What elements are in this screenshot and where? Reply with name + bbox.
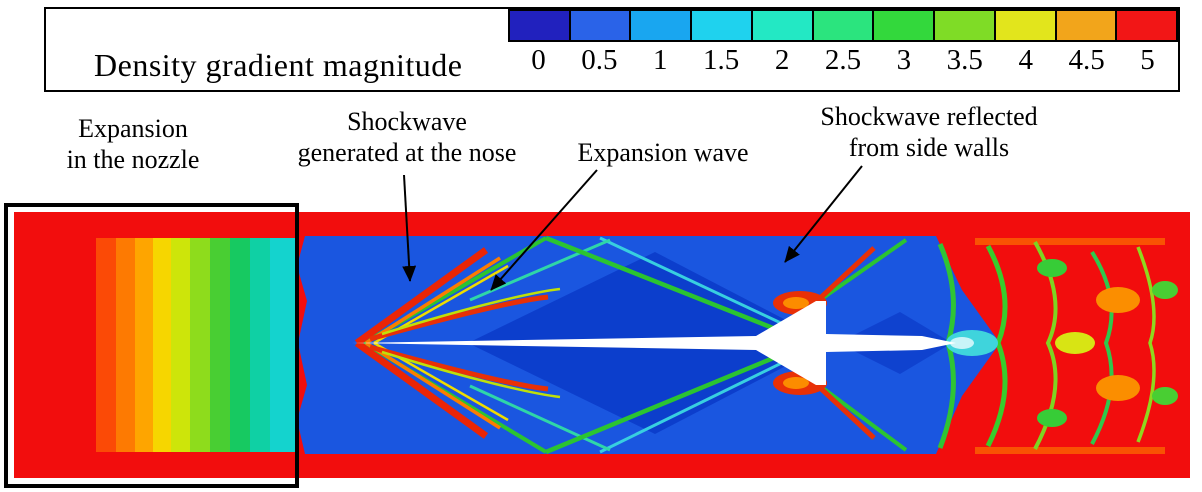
colorbar-tick-labels: 0 0.5 1 1.5 2 2.5 3 3.5 4 4.5 5 (508, 44, 1178, 77)
colorbar: 0 0.5 1 1.5 2 2.5 3 3.5 4 4.5 5 (508, 9, 1178, 77)
colorbar-cell (690, 11, 751, 40)
turbulent-wake-structures (937, 238, 1178, 454)
colorbar-cell (629, 11, 691, 40)
projectile-silhouette (352, 301, 956, 385)
colorbar-tick-label: 4.5 (1068, 44, 1105, 76)
reflected-shock-arrow (784, 165, 863, 263)
fin-shock-core (783, 377, 809, 389)
colorbar-tick-label: 2.5 (824, 44, 862, 76)
colorbar-tick-label: 1 (653, 44, 668, 76)
annotation-nose-shockwave: Shockwave generated at the nose (298, 106, 517, 168)
fin-shock-line (818, 384, 908, 452)
turbulence-orange-blob (1096, 287, 1140, 313)
annotation-line: Expansion (78, 114, 188, 143)
colorbar-tick-label: 0.5 (581, 44, 618, 76)
wall-streak (975, 238, 1165, 245)
colorbar-legend: Density gradient magnitude 0 0.5 1 1.5 2 2.5 3… (44, 7, 1180, 92)
nozzle-expansion-bands (96, 238, 298, 452)
nozzle-contour-band (96, 238, 116, 452)
colorbar-cell (1054, 11, 1116, 40)
turbulence-yellow-blob (1055, 332, 1095, 354)
nose-shock-orange (365, 256, 501, 345)
colorbar-cell (510, 11, 569, 40)
colorbar-cell (568, 11, 630, 40)
nose-shock-arrow (402, 174, 417, 282)
annotation-expansion-wave: Expansion wave (577, 137, 748, 168)
turbulence-green-blob (1037, 409, 1067, 427)
nozzle-contour-band (153, 238, 171, 452)
nozzle-contour-band (270, 238, 298, 452)
annotation-arrows (402, 165, 863, 291)
colorbar-tick-label: 0 (531, 44, 546, 76)
annotation-line: Expansion wave (577, 138, 749, 167)
fin-shock-structure (773, 246, 876, 440)
colorbar-tick-label: 1.5 (703, 44, 740, 76)
nozzle-contour-band (116, 238, 135, 452)
fin-shock-core (783, 297, 809, 309)
cyan-wave-line (599, 352, 801, 454)
colorbar-label: Density gradient magnitude (94, 47, 463, 83)
fin-shock-line-red (814, 382, 876, 440)
body-shock-fringe (381, 350, 561, 399)
nozzle-contour-band (135, 238, 153, 452)
nozzle-contour-band (210, 238, 230, 452)
nose-shock-structure (354, 247, 561, 439)
turbulence-green-wave (1090, 250, 1114, 445)
nose-shock-red (354, 340, 489, 439)
turbulence-green-blob (1037, 259, 1067, 277)
colorbar-cell (811, 11, 873, 40)
annotation-line: from side walls (848, 133, 1010, 163)
annotation-line: generated at the nose (297, 138, 517, 168)
annotation-line: Shockwave (347, 107, 467, 136)
turbulence-green-blob (1152, 281, 1178, 299)
colorbar-cell (750, 11, 812, 40)
wall-reflected-shock-line (545, 349, 789, 455)
colorbar-tick-label: 3 (896, 44, 912, 76)
turbulence-green-wave (1136, 246, 1156, 443)
turbulence-green-blob (1152, 387, 1178, 405)
body-shock-layer (369, 294, 549, 342)
colorbar-tick-label: 5 (1140, 44, 1155, 76)
annotation-line: in the nozzle (66, 145, 200, 175)
expansion-wave-arrow (490, 169, 598, 291)
annotation-line: Shockwave reflected (820, 102, 1038, 131)
turbulence-orange-blob (1096, 375, 1140, 401)
nozzle-contour-band (190, 238, 210, 452)
annotation-nozzle-expansion: Expansion in the nozzle (67, 113, 200, 175)
colorbar-tick-label: 4 (1018, 44, 1033, 76)
fin-shock-line (818, 238, 908, 302)
fin-shock-line-red (814, 246, 876, 304)
nose-shock-orange (365, 341, 501, 430)
body-shock-fringe (381, 287, 561, 336)
wall-reflected-shock-line (545, 235, 789, 337)
colorbar-cells (508, 9, 1178, 42)
nozzle-highlight-box (4, 203, 299, 488)
nozzle-contour-band (171, 238, 190, 452)
colorbar-cell (872, 11, 934, 40)
nozzle-contour-band (230, 238, 250, 452)
expansion-fan-line (469, 384, 611, 452)
body-shock-layer (369, 344, 549, 392)
annotation-reflected-shockwave: Shockwave reflected from side walls (820, 101, 1037, 163)
nozzle-contour-band (250, 238, 270, 452)
cyan-wave-line (599, 236, 801, 334)
wake-light-core (950, 337, 974, 349)
wall-streak (975, 447, 1165, 454)
colorbar-cell (993, 11, 1055, 40)
colorbar-cell (933, 11, 994, 40)
colorbar-cell (1115, 11, 1177, 40)
colorbar-tick-label: 3.5 (946, 44, 983, 76)
colorbar-tick-label: 2 (774, 44, 790, 76)
nose-shock-red (354, 247, 489, 346)
